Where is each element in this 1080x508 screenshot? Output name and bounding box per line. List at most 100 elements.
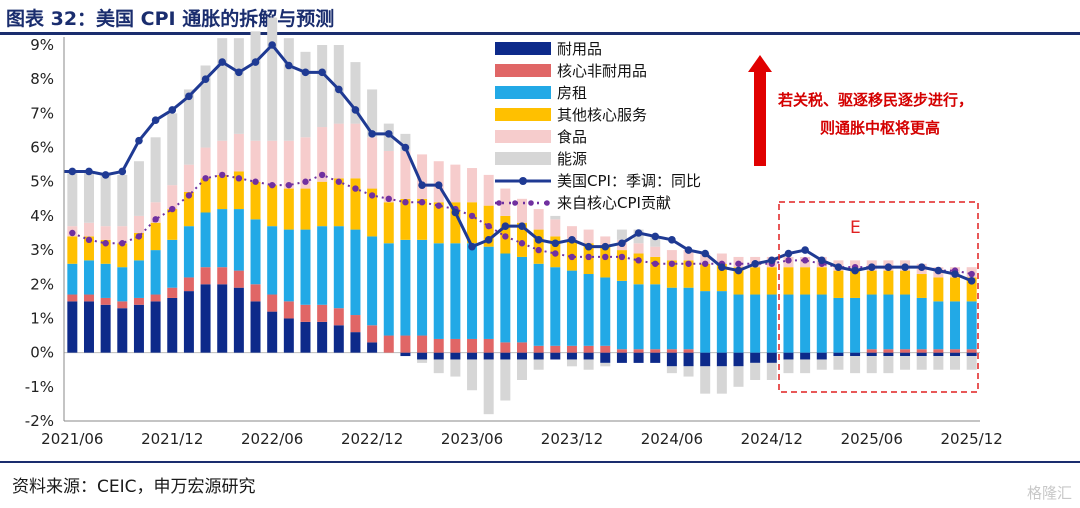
core-contrib-point — [85, 236, 93, 244]
bar-food — [633, 243, 644, 254]
bar-core-nondurable — [883, 349, 894, 353]
bar-energy — [533, 359, 544, 370]
headline-cpi-point — [401, 143, 410, 152]
bar-other-core-services — [833, 270, 844, 298]
bar-durable — [367, 342, 378, 353]
bar-durable — [666, 352, 677, 367]
bar-other-core-services — [300, 188, 311, 230]
bar-core-nondurable — [250, 284, 261, 302]
bar-other-core-services — [267, 185, 278, 227]
bar-energy — [100, 174, 111, 227]
bar-durable — [350, 332, 361, 353]
bar-durable — [550, 352, 561, 360]
bar-core-nondurable — [383, 335, 394, 353]
core-contrib-point — [268, 181, 276, 189]
legend-label: 房租 — [557, 84, 587, 102]
bar-energy — [666, 366, 677, 374]
bar-durable — [400, 352, 411, 357]
bar-durable — [167, 297, 178, 353]
bar-other-core-services — [117, 243, 128, 268]
headline-cpi-point — [901, 263, 909, 271]
x-tick-label: 2024/06 — [641, 430, 703, 448]
bar-core-nondurable — [300, 304, 311, 322]
bar-energy — [866, 356, 877, 374]
bar-durable — [67, 301, 78, 353]
core-contrib-point — [652, 260, 659, 267]
bar-other-core-services — [800, 267, 811, 295]
bar-food — [200, 147, 211, 179]
legend-item-other-core-services: 其他核心服务 — [495, 106, 647, 124]
bar-energy — [350, 62, 361, 124]
watermark-logo: 格隆汇 — [1026, 484, 1072, 502]
bar-energy — [650, 236, 661, 247]
headline-cpi-point — [484, 236, 493, 244]
y-tick-label: 1% — [30, 309, 54, 327]
headline-cpi-point — [285, 61, 293, 70]
core-contrib-point — [552, 250, 559, 257]
bar-durable — [866, 352, 877, 357]
bar-rent — [633, 284, 644, 350]
bar-other-core-services — [733, 267, 744, 295]
bar-other-core-services — [433, 202, 444, 244]
bar-durable — [433, 352, 444, 360]
bar-core-nondurable — [950, 349, 961, 353]
headline-cpi-point — [534, 236, 543, 244]
bar-core-nondurable — [400, 335, 411, 353]
bar-energy — [683, 366, 694, 377]
legend-label: 食品 — [557, 128, 587, 146]
bar-food — [666, 250, 677, 261]
bar-rent — [283, 229, 294, 302]
headline-cpi-point — [551, 239, 560, 248]
bar-energy — [167, 113, 178, 186]
bar-food — [250, 140, 261, 182]
legend-label: 其他核心服务 — [557, 106, 647, 124]
bar-other-core-services — [883, 270, 894, 295]
headline-cpi-point — [584, 242, 593, 251]
bar-core-nondurable — [417, 335, 428, 353]
bar-durable — [916, 352, 927, 357]
bar-energy — [600, 362, 611, 367]
bar-energy — [700, 366, 711, 394]
bar-other-core-services — [150, 222, 161, 251]
legend-label: 核心非耐用品 — [557, 62, 647, 80]
bar-durable — [267, 311, 278, 353]
bar-core-nondurable — [966, 349, 977, 353]
bar-core-nondurable — [500, 342, 511, 353]
core-contrib-point — [801, 257, 809, 264]
bar-rent — [833, 297, 844, 353]
bar-food — [167, 185, 178, 210]
bar-other-core-services — [217, 174, 228, 210]
bar-other-core-services — [650, 256, 661, 285]
bar-core-nondurable — [600, 345, 611, 353]
bar-core-nondurable — [283, 301, 294, 319]
bar-energy — [517, 359, 527, 380]
bar-food — [100, 226, 111, 240]
bar-rent — [200, 212, 211, 268]
core-contrib-point — [302, 178, 309, 185]
y-tick-label: -1% — [25, 378, 54, 396]
bar-core-nondurable — [900, 349, 911, 353]
bar-durable — [183, 291, 194, 353]
bar-food — [483, 174, 494, 206]
bar-durable — [600, 352, 611, 363]
core-contrib-point — [485, 222, 492, 230]
core-contrib-point — [368, 192, 376, 199]
bar-durable — [450, 352, 461, 360]
bar-durable — [83, 301, 94, 353]
core-contrib-point — [252, 178, 259, 185]
bar-energy — [816, 359, 827, 370]
bar-food — [283, 140, 294, 189]
bar-other-core-services — [417, 198, 428, 240]
bar-core-nondurable — [467, 338, 478, 353]
headline-cpi-point — [834, 263, 843, 271]
y-tick-label: 0% — [30, 344, 54, 362]
headline-cpi-point — [817, 256, 826, 265]
core-contrib-point — [335, 178, 342, 185]
bar-rent — [766, 294, 777, 353]
legend-swatch — [495, 152, 551, 165]
bar-core-nondurable — [916, 349, 927, 353]
bar-energy — [367, 89, 378, 138]
bar-food — [583, 229, 594, 244]
bar-energy — [233, 38, 244, 134]
core-contrib-point — [735, 260, 742, 267]
